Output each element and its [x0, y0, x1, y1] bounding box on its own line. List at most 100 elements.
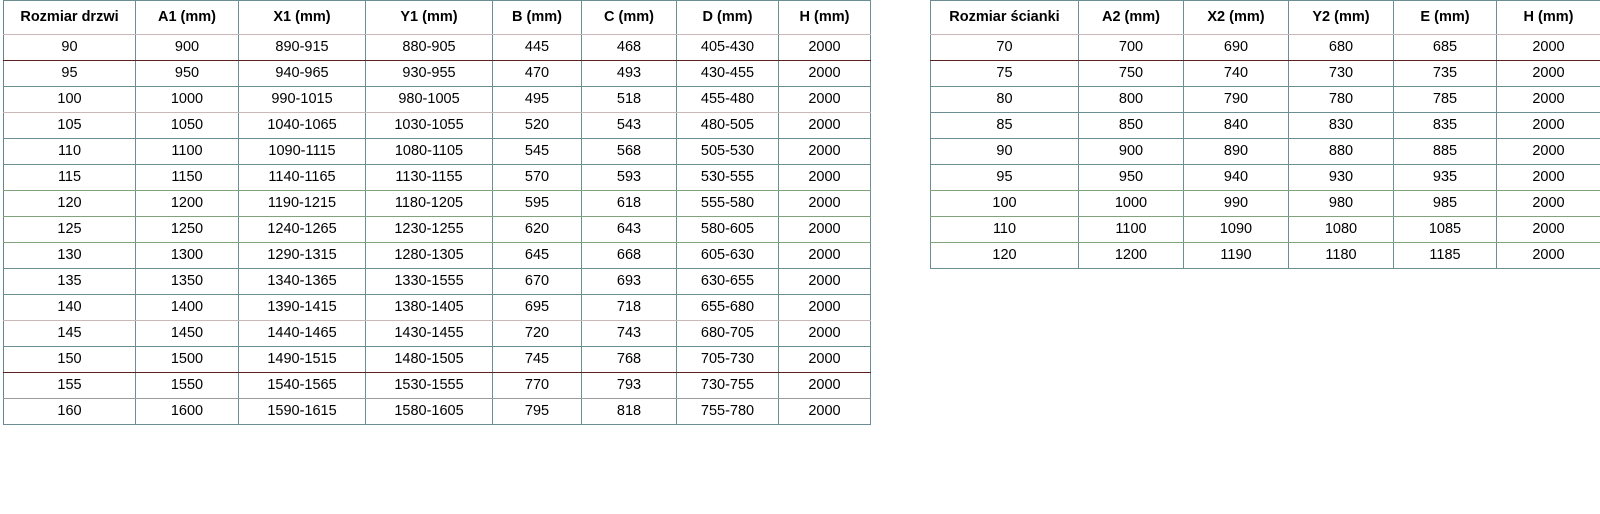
cell: 2000: [778, 112, 871, 139]
cell: 1350: [135, 268, 239, 295]
cell: 2000: [1496, 138, 1600, 165]
cell: 693: [581, 268, 677, 295]
cell: 1150: [135, 164, 239, 191]
cell: 125: [3, 216, 136, 243]
cell: 1085: [1393, 216, 1497, 243]
table-row: 110 1100 1090 1080 1085 2000: [930, 216, 1600, 243]
doors-table-body: 90 900 890-915 880-905 445 468 405-430 2…: [3, 34, 871, 425]
cell: 950: [1078, 164, 1184, 191]
cell: 2000: [778, 138, 871, 165]
table-row: 115 1150 1140-1165 1130-1155 570 593 530…: [3, 164, 871, 191]
cell: 468: [581, 34, 677, 61]
table-row: 135 1350 1340-1365 1330-1555 670 693 630…: [3, 268, 871, 295]
cell: 2000: [1496, 60, 1600, 87]
cell: 718: [581, 294, 677, 321]
cell: 990-1015: [238, 86, 366, 113]
cell: 705-730: [676, 346, 779, 373]
cell: 950: [135, 60, 239, 87]
cell: 545: [492, 138, 582, 165]
cell: 530-555: [676, 164, 779, 191]
cell: 1550: [135, 372, 239, 399]
cell: 80: [930, 86, 1079, 113]
cell: 980-1005: [365, 86, 493, 113]
cell: 2000: [778, 294, 871, 321]
cell: 685: [1393, 34, 1497, 61]
cell: 645: [492, 242, 582, 269]
cell: 1250: [135, 216, 239, 243]
cell: 85: [930, 112, 1079, 139]
cell: 980: [1288, 190, 1394, 217]
table-row: 120 1200 1190 1180 1185 2000: [930, 242, 1600, 269]
cell: 750: [1078, 60, 1184, 87]
cell: 2000: [778, 216, 871, 243]
cell: 643: [581, 216, 677, 243]
cell: 680: [1288, 34, 1394, 61]
cell: 1040-1065: [238, 112, 366, 139]
wall-col-header-rozmiar-scianki: Rozmiar ścianki: [930, 0, 1079, 35]
cell: 618: [581, 190, 677, 217]
cell: 2000: [1496, 242, 1600, 269]
cell: 110: [3, 138, 136, 165]
cell: 1130-1155: [365, 164, 493, 191]
wall-table-head: Rozmiar ścianki A2 (mm) X2 (mm) Y2 (mm) …: [930, 0, 1600, 35]
cell: 1340-1365: [238, 268, 366, 295]
cell: 1000: [135, 86, 239, 113]
cell: 890: [1183, 138, 1289, 165]
cell: 120: [930, 242, 1079, 269]
wall-col-header-h: H (mm): [1496, 0, 1600, 35]
cell: 480-505: [676, 112, 779, 139]
cell: 1190: [1183, 242, 1289, 269]
cell: 790: [1183, 86, 1289, 113]
wall-header-row: Rozmiar ścianki A2 (mm) X2 (mm) Y2 (mm) …: [930, 0, 1600, 35]
cell: 2000: [1496, 86, 1600, 113]
table-row: 160 1600 1590-1615 1580-1605 795 818 755…: [3, 398, 871, 425]
cell: 880-905: [365, 34, 493, 61]
cell: 780: [1288, 86, 1394, 113]
cell: 70: [930, 34, 1079, 61]
cell: 730: [1288, 60, 1394, 87]
cell: 520: [492, 112, 582, 139]
cell: 1100: [135, 138, 239, 165]
doors-header-row: Rozmiar drzwi A1 (mm) X1 (mm) Y1 (mm) B …: [3, 0, 871, 35]
table-row: 145 1450 1440-1465 1430-1455 720 743 680…: [3, 320, 871, 347]
cell: 2000: [1496, 164, 1600, 191]
wall-table-container: Rozmiar ścianki A2 (mm) X2 (mm) Y2 (mm) …: [930, 0, 1600, 269]
cell: 115: [3, 164, 136, 191]
doors-table-head: Rozmiar drzwi A1 (mm) X1 (mm) Y1 (mm) B …: [3, 0, 871, 35]
cell: 90: [930, 138, 1079, 165]
doors-col-header-d: D (mm): [676, 0, 779, 35]
cell: 730-755: [676, 372, 779, 399]
cell: 2000: [778, 320, 871, 347]
cell: 740: [1183, 60, 1289, 87]
cell: 1590-1615: [238, 398, 366, 425]
cell: 1600: [135, 398, 239, 425]
cell: 1450: [135, 320, 239, 347]
cell: 2000: [1496, 34, 1600, 61]
cell: 2000: [778, 398, 871, 425]
doors-col-header-c: C (mm): [581, 0, 677, 35]
table-row: 155 1550 1540-1565 1530-1555 770 793 730…: [3, 372, 871, 399]
cell: 445: [492, 34, 582, 61]
cell: 695: [492, 294, 582, 321]
cell: 940: [1183, 164, 1289, 191]
cell: 1400: [135, 294, 239, 321]
cell: 800: [1078, 86, 1184, 113]
doors-table-container: Rozmiar drzwi A1 (mm) X1 (mm) Y1 (mm) B …: [3, 0, 871, 425]
cell: 850: [1078, 112, 1184, 139]
table-row: 150 1500 1490-1515 1480-1505 745 768 705…: [3, 346, 871, 373]
table-row: 95 950 940 930 935 2000: [930, 164, 1600, 191]
wall-table-body: 70 700 690 680 685 2000 75 750 740 730 7…: [930, 34, 1600, 269]
table-row: 140 1400 1390-1415 1380-1405 695 718 655…: [3, 294, 871, 321]
cell: 95: [3, 60, 136, 87]
cell: 90: [3, 34, 136, 61]
wall-col-header-x2: X2 (mm): [1183, 0, 1289, 35]
cell: 885: [1393, 138, 1497, 165]
cell: 770: [492, 372, 582, 399]
cell: 670: [492, 268, 582, 295]
cell: 1090-1115: [238, 138, 366, 165]
table-row: 85 850 840 830 835 2000: [930, 112, 1600, 139]
cell: 1050: [135, 112, 239, 139]
cell: 470: [492, 60, 582, 87]
cell: 1080-1105: [365, 138, 493, 165]
cell: 455-480: [676, 86, 779, 113]
